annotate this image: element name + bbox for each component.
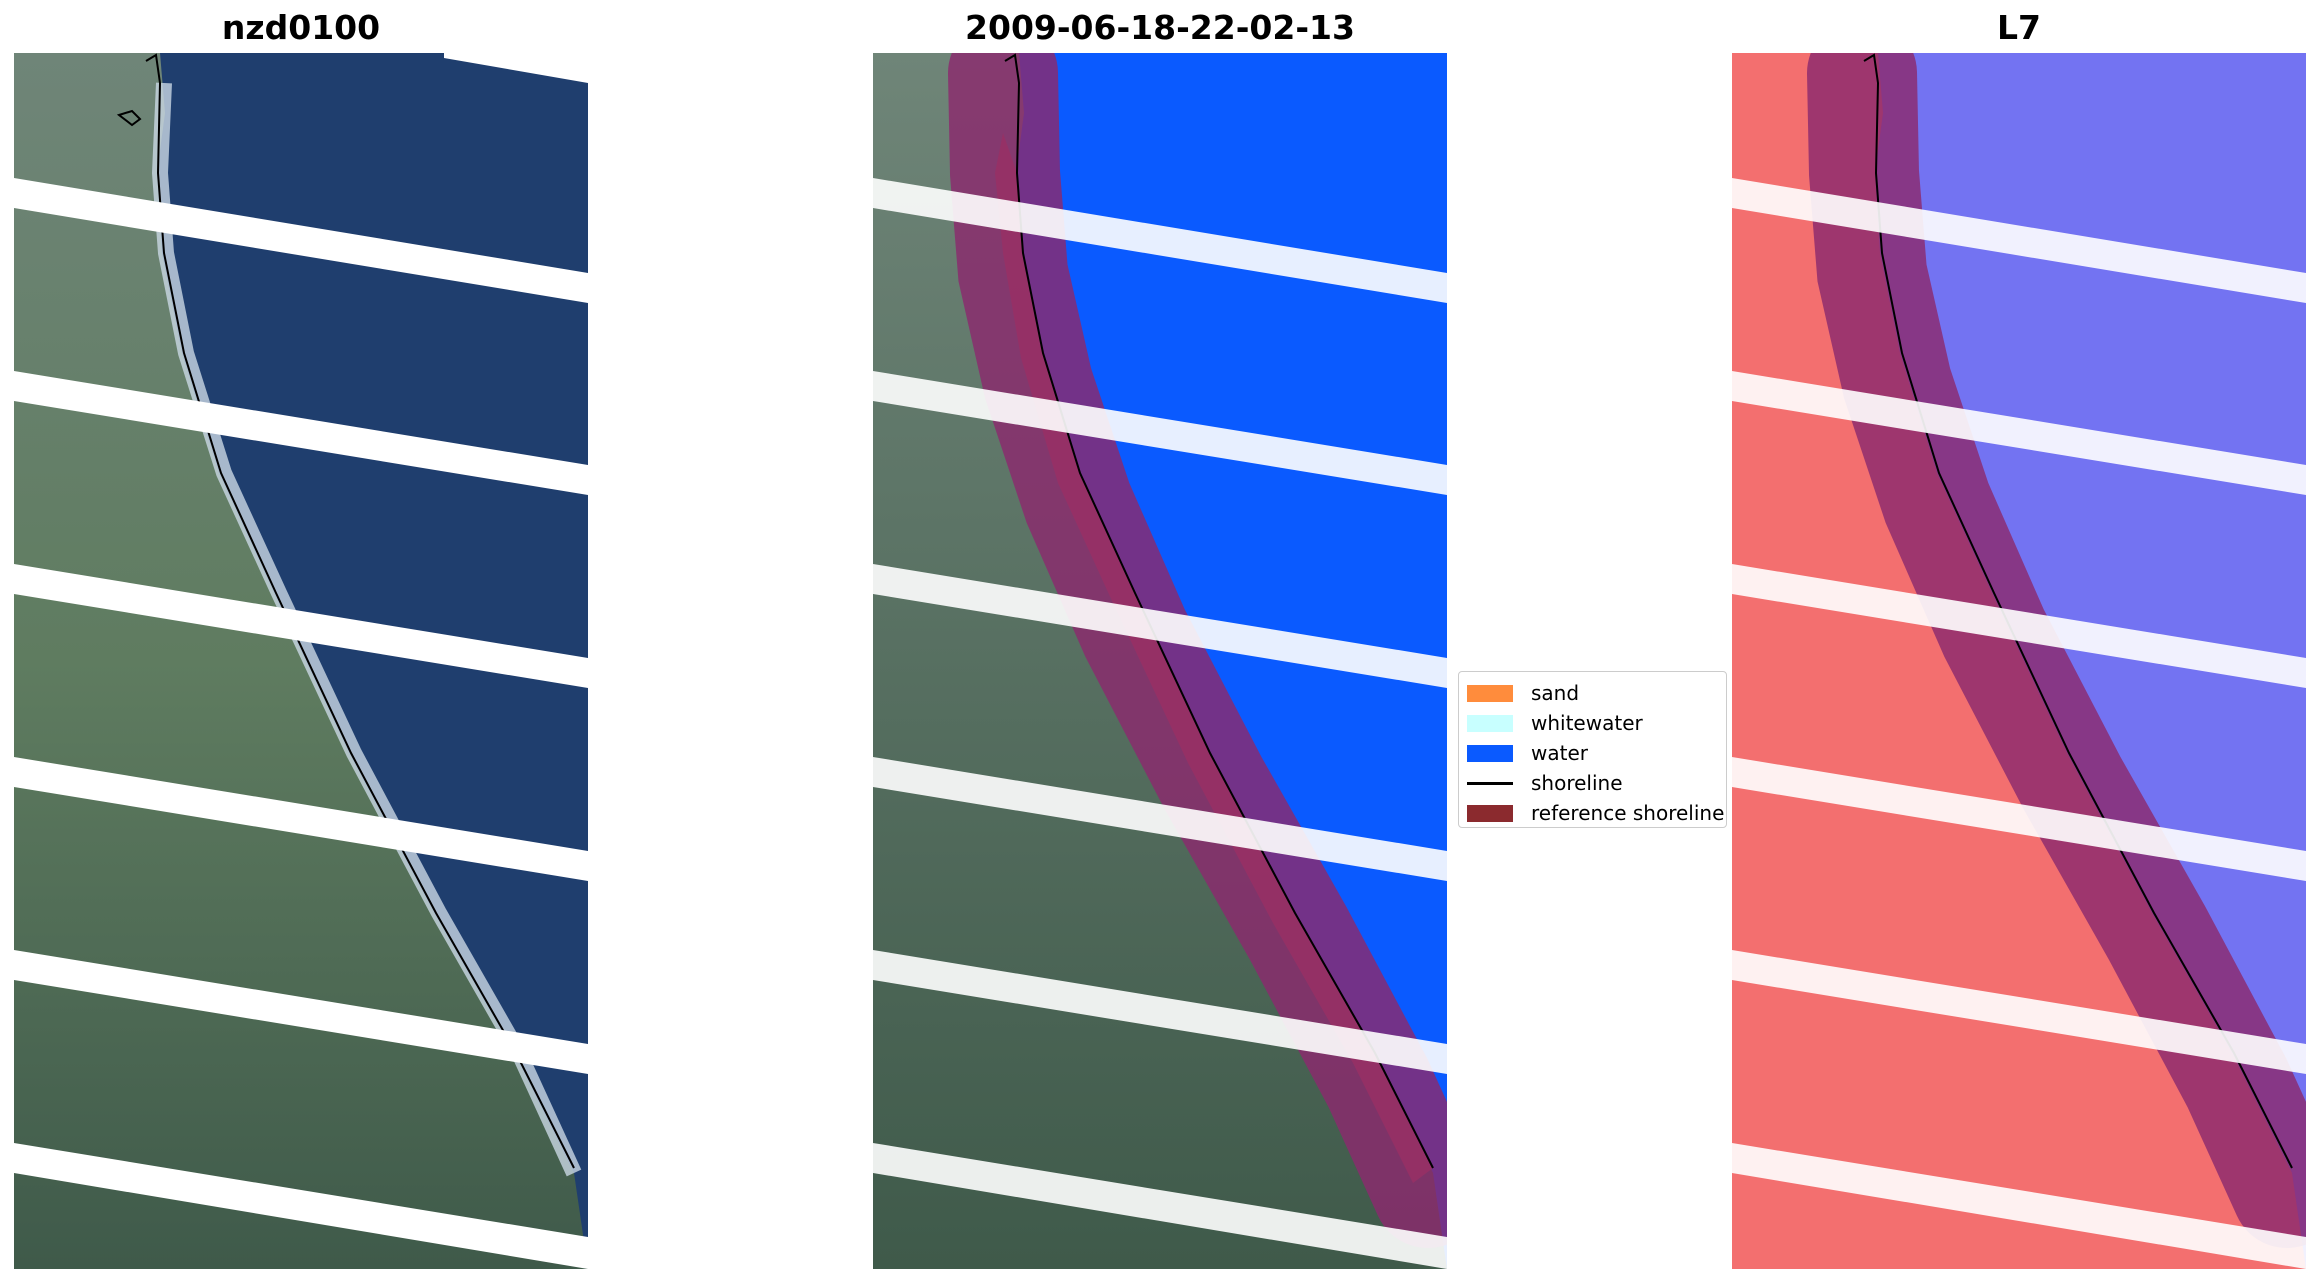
- index-image-panel: [1732, 53, 2306, 1269]
- shoreline-swatch: [1467, 781, 1513, 785]
- scanline-gaps: [873, 178, 1447, 1269]
- classified-image: [873, 53, 1447, 1269]
- legend-label: reference shoreline: [1531, 801, 1725, 825]
- whitewater-swatch: [1467, 714, 1513, 732]
- lake-outline: [116, 109, 142, 127]
- panel-title-rgb: nzd0100: [221, 8, 381, 47]
- legend-item-sand: sand: [1467, 678, 1718, 708]
- legend-item-reference-shoreline: reference shoreline: [1467, 798, 1724, 828]
- legend-label: sand: [1531, 681, 1580, 705]
- land-area: [14, 53, 588, 1269]
- reference-shoreline-swatch: [1467, 804, 1513, 822]
- water-swatch: [1467, 744, 1513, 762]
- sand-swatch: [1467, 684, 1513, 702]
- legend-item-whitewater: whitewater: [1467, 708, 1718, 738]
- rgb-image: [14, 53, 588, 1269]
- panel-title-classified: 2009-06-18-22-02-13: [965, 8, 1355, 47]
- panel-title-index: L7: [1997, 8, 2041, 47]
- index-image: [1732, 53, 2306, 1269]
- legend-label: whitewater: [1531, 711, 1643, 735]
- legend-label: water: [1531, 741, 1588, 765]
- scanline-gaps: [1732, 178, 2306, 1269]
- legend-item-water: water: [1467, 738, 1718, 768]
- rgb-image-panel: [14, 53, 588, 1269]
- legend-label: shoreline: [1531, 771, 1623, 795]
- legend-item-shoreline: shoreline: [1467, 768, 1718, 798]
- classified-image-panel: [873, 53, 1447, 1269]
- legend: sand whitewater water shoreline referenc…: [1458, 671, 1727, 828]
- scanline-gaps: [14, 53, 588, 1269]
